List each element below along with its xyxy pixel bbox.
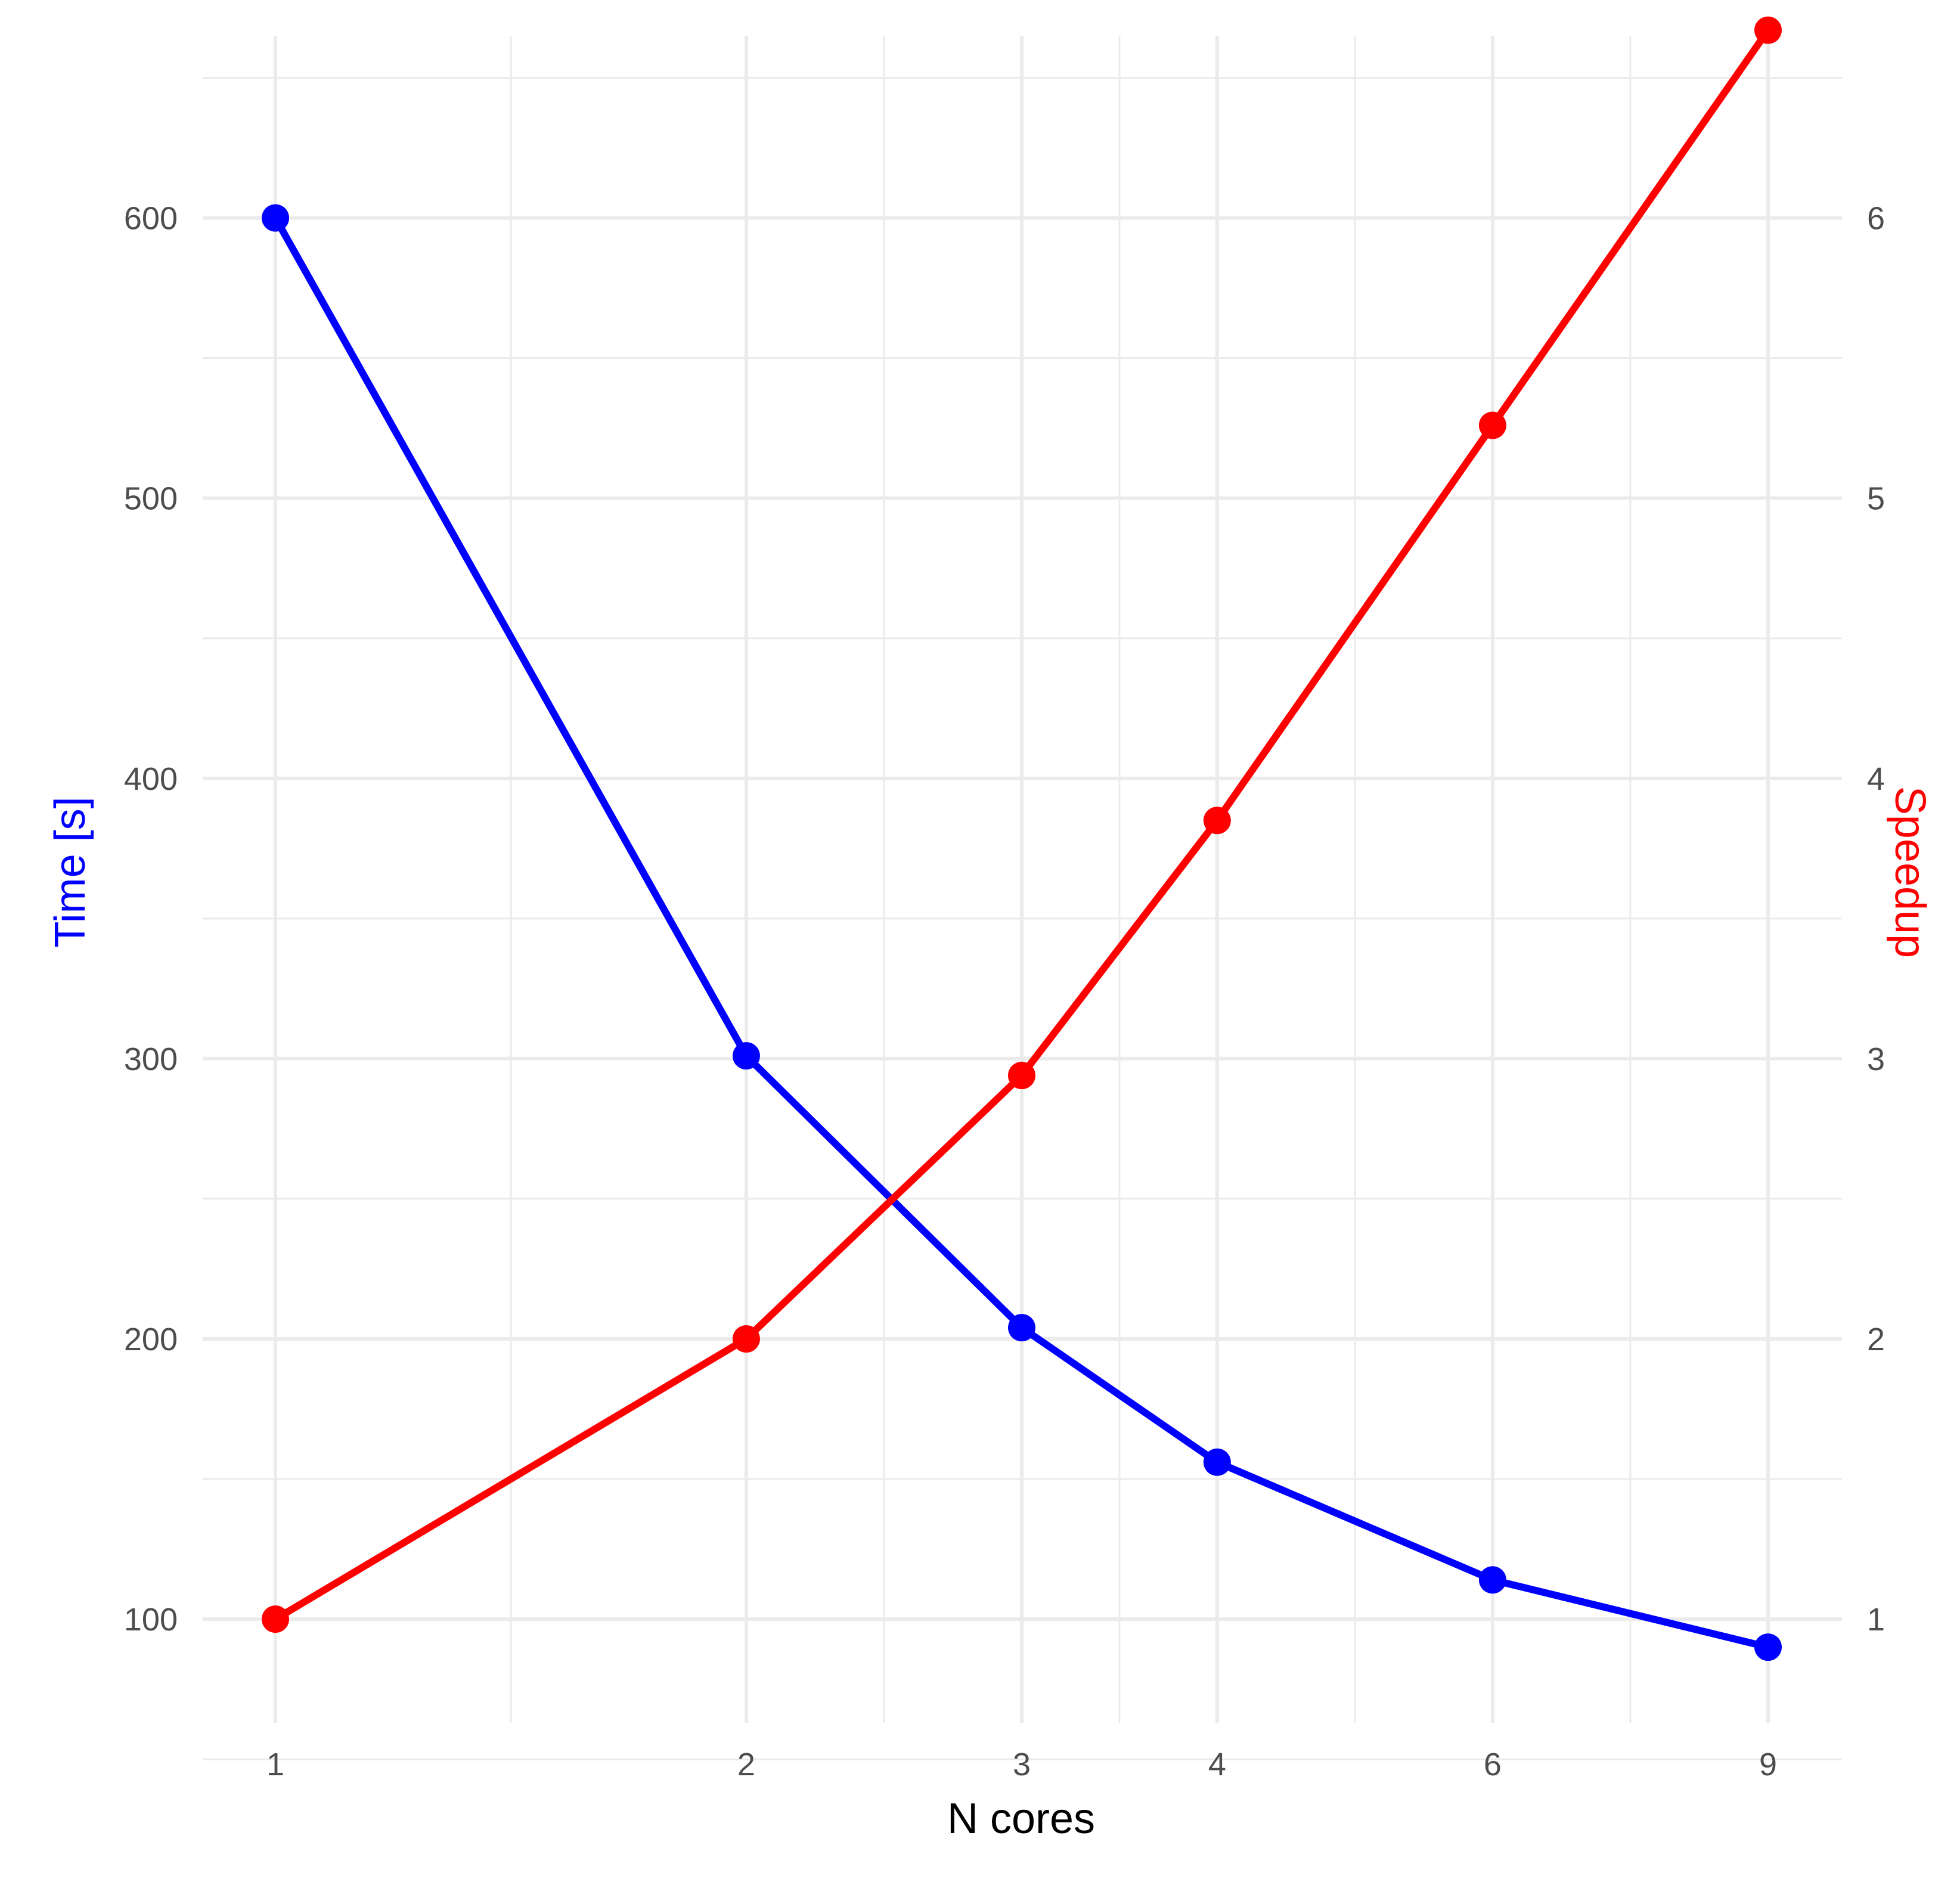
y-tick-label-left: 600 (124, 201, 178, 237)
series-layer (262, 16, 1782, 1661)
speedup-point (732, 1325, 760, 1353)
speedup-point (1478, 411, 1506, 439)
y-tick-label-right: 5 (1867, 481, 1885, 517)
y-tick-label-left: 500 (124, 481, 178, 517)
y-tick-label-left: 400 (124, 761, 178, 797)
x-tick-label: 2 (737, 1747, 755, 1782)
speedup-point (1008, 1062, 1035, 1090)
x-tick-label: 9 (1759, 1747, 1777, 1782)
speedup-point (1203, 807, 1231, 835)
x-tick-label: 6 (1484, 1747, 1502, 1782)
time-point (1478, 1566, 1506, 1594)
x-axis-title: N cores (947, 1795, 1095, 1843)
y-tick-label-right: 6 (1867, 201, 1885, 237)
x-tick-label: 4 (1208, 1747, 1226, 1782)
time-point (732, 1042, 760, 1070)
grid-major (203, 36, 1842, 1723)
time-point (1754, 1633, 1782, 1661)
y-tick-label-right: 1 (1867, 1602, 1885, 1638)
y-tick-label-right: 3 (1867, 1041, 1885, 1077)
y-tick-label-left: 300 (124, 1041, 178, 1077)
y-tick-label-right: 2 (1867, 1322, 1885, 1357)
speedup-series-line (272, 26, 1772, 1623)
time-point (1008, 1314, 1035, 1342)
y-tick-label-left: 200 (124, 1322, 178, 1357)
x-tick-label: 3 (1013, 1747, 1031, 1782)
speedup-point (262, 1605, 289, 1633)
y-tick-label-right: 4 (1867, 761, 1885, 797)
ticks-layer: 1 2 3 4 6 9 100 200 300 400 500 600 1 2 3 4 5 6 (124, 201, 1885, 1782)
y-tick-label-left: 100 (124, 1602, 178, 1638)
x-tick-label: 1 (266, 1747, 284, 1782)
y-axis-title-left: Time [s] (46, 796, 94, 947)
time-point (262, 204, 289, 232)
time-series-line (272, 214, 1772, 1651)
speedup-point (1754, 16, 1782, 44)
y-axis-title-right: Speedup (1886, 786, 1934, 958)
time-point (1203, 1448, 1231, 1476)
